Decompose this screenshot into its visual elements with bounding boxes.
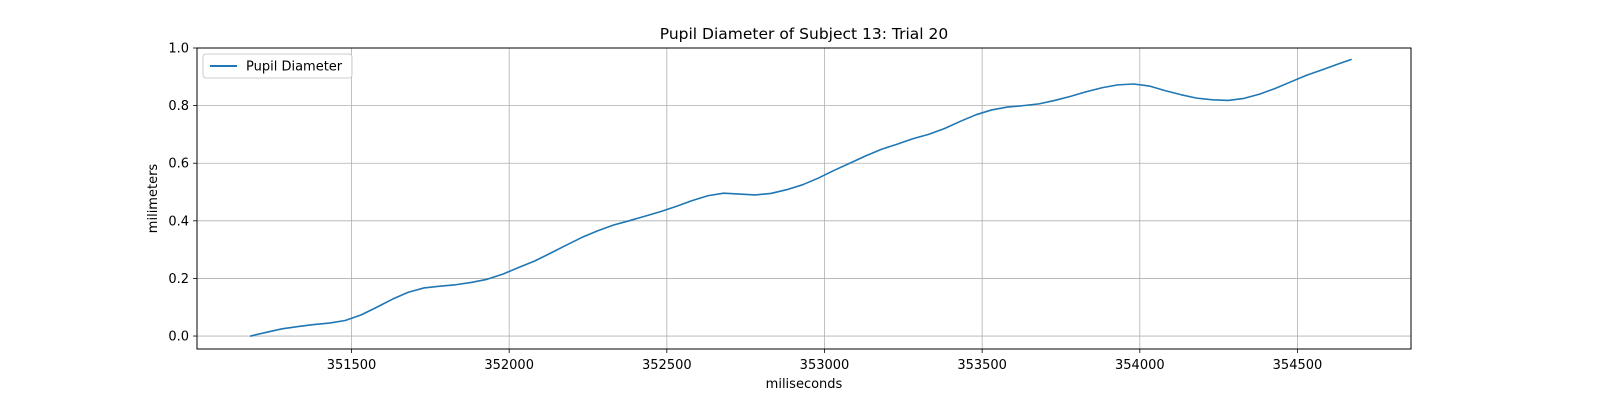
- plot-area-frame: [196, 47, 1412, 350]
- x-tick-label: 351500: [327, 358, 377, 373]
- x-tick-label: 354500: [1273, 358, 1323, 373]
- y-tick-label: 0.2: [168, 272, 189, 287]
- x-tick-label: 353000: [800, 358, 850, 373]
- grid: [197, 47, 1411, 349]
- legend: Pupil Diameter: [202, 53, 353, 79]
- legend-label-pupil-diameter: Pupil Diameter: [246, 60, 343, 75]
- y-tick-label: 0.0: [168, 330, 189, 345]
- y-tick-label: 0.4: [168, 214, 189, 229]
- y-tick-label: 1.0: [168, 42, 189, 57]
- x-tick-label: 353500: [957, 358, 1007, 373]
- y-axis: 0.0 0.2 0.4 0.6 0.8 1.0: [168, 42, 197, 345]
- x-tick-label: 352000: [484, 358, 534, 373]
- x-tick-label: 354000: [1115, 358, 1165, 373]
- y-tick-label: 0.8: [168, 99, 189, 114]
- series-layer: [249, 58, 1352, 337]
- chart-title: Pupil Diameter of Subject 13: Trial 20: [660, 25, 949, 43]
- y-tick-label: 0.6: [168, 157, 189, 172]
- x-axis-title: miliseconds: [766, 377, 843, 392]
- x-axis: 351500 352000 352500 353000 353500 354000 3545…: [327, 349, 1323, 373]
- x-tick-label: 352500: [642, 358, 692, 373]
- series-line-pupil-diameter: [249, 58, 1352, 337]
- y-axis-title: milimeters: [146, 164, 161, 234]
- legend-box: [202, 53, 353, 79]
